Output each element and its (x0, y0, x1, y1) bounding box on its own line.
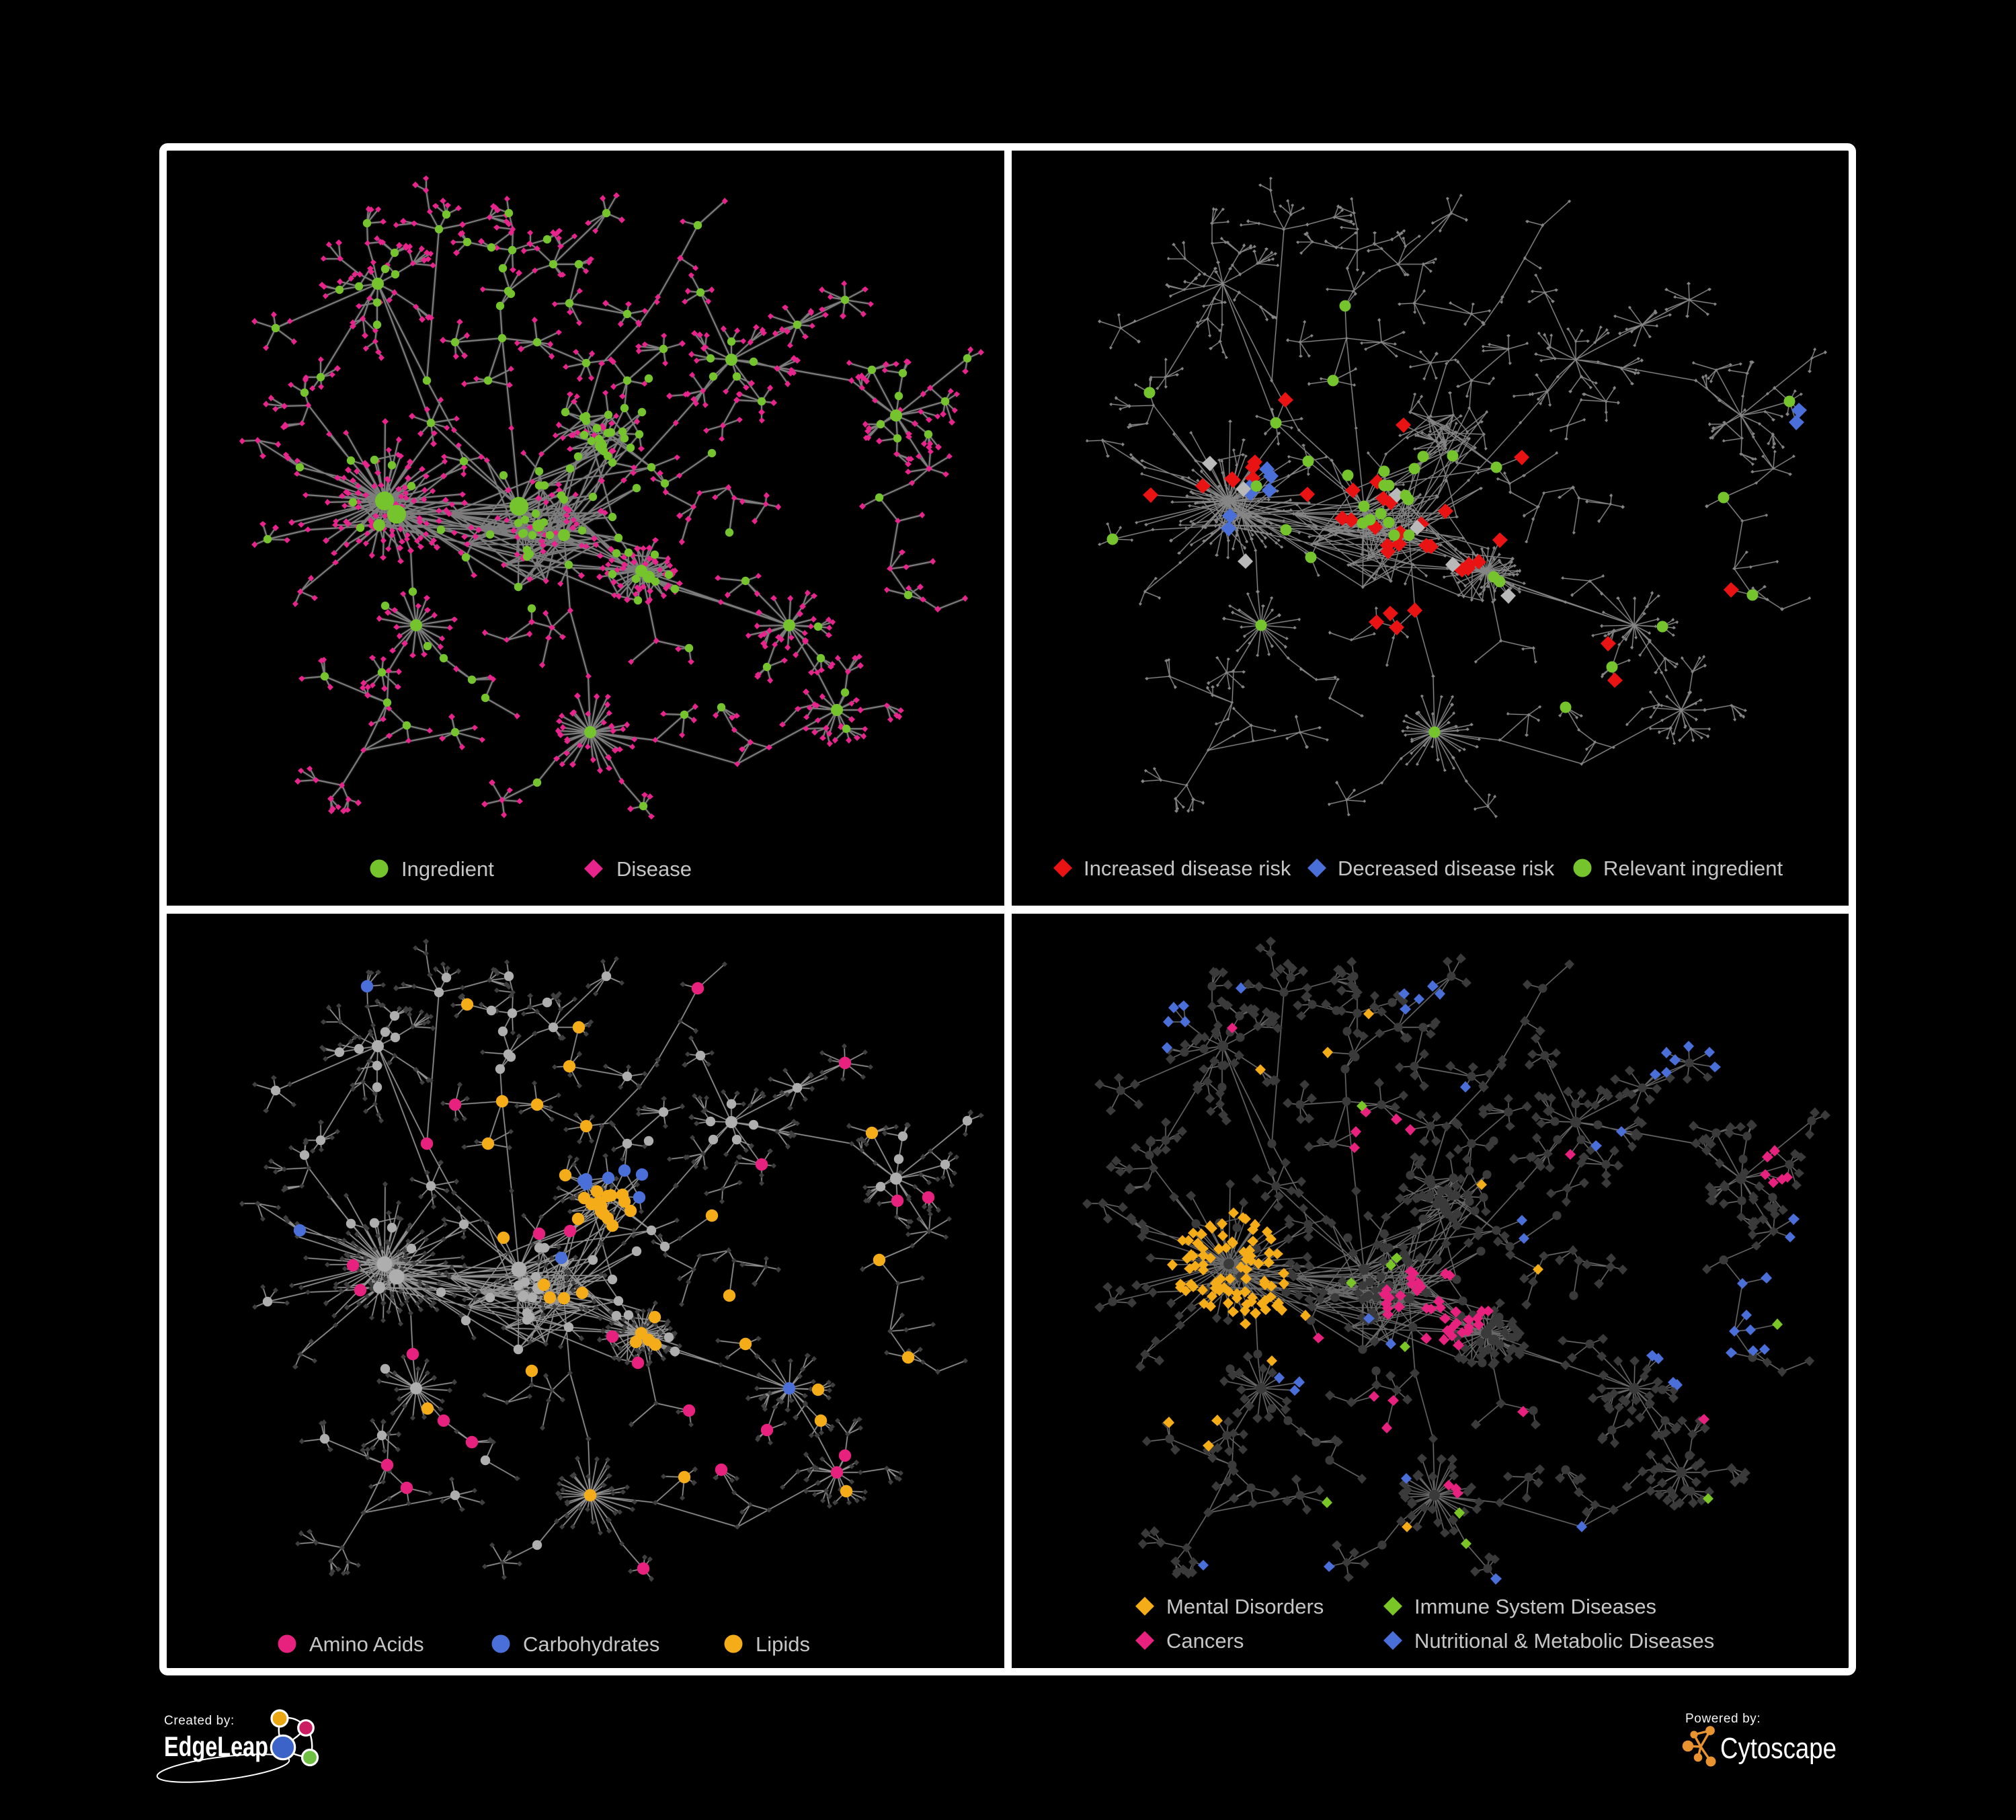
svg-text:Disease: Disease (616, 857, 692, 881)
svg-text:Carbohydrates: Carbohydrates (523, 1632, 659, 1656)
svg-text:Amino Acids: Amino Acids (309, 1632, 424, 1656)
svg-text:Decreased disease risk: Decreased disease risk (1338, 857, 1555, 880)
svg-text:Cancers: Cancers (1166, 1629, 1244, 1653)
svg-text:Lipids: Lipids (756, 1632, 810, 1656)
svg-text:Mental Disorders: Mental Disorders (1166, 1595, 1324, 1618)
svg-text:EdgeLeap: EdgeLeap (164, 1731, 268, 1762)
svg-text:Cytoscape: Cytoscape (1720, 1732, 1837, 1765)
svg-text:Ingredient: Ingredient (401, 857, 494, 881)
svg-text:Immune System Diseases: Immune System Diseases (1414, 1595, 1656, 1618)
svg-text:Nutritional & Metabolic Diseas: Nutritional & Metabolic Diseases (1414, 1629, 1714, 1653)
svg-text:Created by:: Created by: (164, 1714, 235, 1728)
svg-text:Increased disease risk: Increased disease risk (1084, 857, 1291, 880)
svg-text:Relevant ingredient: Relevant ingredient (1603, 857, 1783, 880)
svg-text:Powered by:: Powered by: (1685, 1712, 1761, 1726)
